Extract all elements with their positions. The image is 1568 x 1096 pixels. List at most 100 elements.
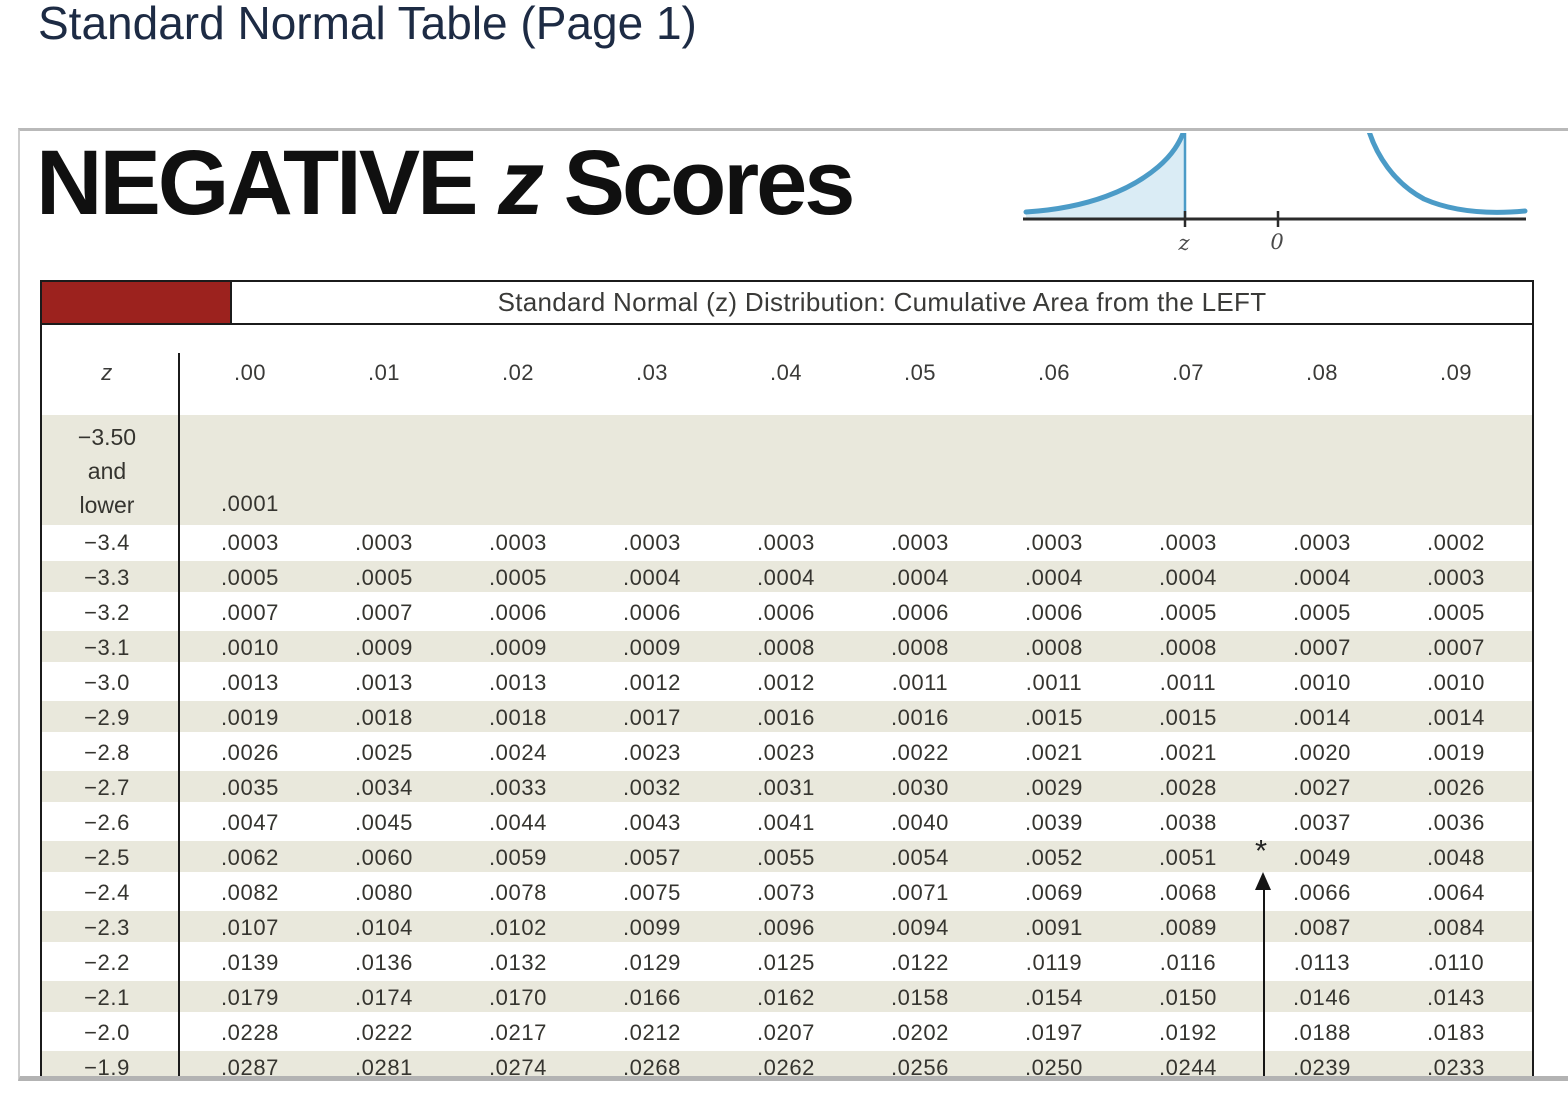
table-cell: .0004 <box>1158 565 1218 590</box>
curve-shaded-area <box>1026 133 1185 219</box>
table-cell: .0004 <box>890 565 950 590</box>
table-cell: .0071 <box>890 880 950 905</box>
table-cell: .0004 <box>1292 565 1352 590</box>
table-cell: .0104 <box>354 915 414 940</box>
table-cell: .0014 <box>1426 705 1486 730</box>
table-row: −2.3 .0107 .0104 .0102 .0099 .0096 .0094 .0091.… <box>20 910 1568 945</box>
z-label: −3.3 <box>84 565 130 590</box>
table-cell: .0099 <box>622 915 682 940</box>
table-cell: .0084 <box>1426 915 1486 940</box>
table-cell: .0202 <box>890 1020 950 1045</box>
table-cell: .0024 <box>488 740 548 765</box>
table-row: −2.4 .0082 .0080 .0078 .0075 .0073 .0071 .0069.… <box>20 875 1568 910</box>
table-row: −3.0 .0013 .0013 .0013 .0012 .0012 .0011 .0011.… <box>20 665 1568 700</box>
table-cell: .0006 <box>622 600 682 625</box>
table-cell: .0122 <box>890 950 950 975</box>
table-cell: .0023 <box>622 740 682 765</box>
row-stripe <box>42 415 1532 525</box>
table-cell: .0022 <box>890 740 950 765</box>
table-cell: .0018 <box>354 705 414 730</box>
curve-left-tail <box>1023 133 1186 215</box>
table-cell: .0119 <box>1025 950 1083 975</box>
table-cell: .0075 <box>622 880 682 905</box>
curve-right-tail <box>1367 133 1528 215</box>
z-label: −3.1 <box>84 635 130 660</box>
table-cell: .0217 <box>488 1020 548 1045</box>
table-cell: .0006 <box>756 600 816 625</box>
heading-text: Scores <box>541 132 856 234</box>
table-cell: .0005 <box>354 565 414 590</box>
table-cell: .0033 <box>488 775 548 800</box>
table-cell: .0004 <box>1024 565 1084 590</box>
table-cell: .0018 <box>488 705 548 730</box>
table-cell: .0012 <box>756 670 816 695</box>
table-cell: .0078 <box>488 880 548 905</box>
table-cell: .0011 <box>891 670 949 695</box>
table-cell: .0021 <box>1024 740 1084 765</box>
z-label: −2.7 <box>84 775 130 800</box>
table-cell: .0262 <box>756 1055 816 1080</box>
table-cell: .0054 <box>890 845 950 870</box>
table-cell: .0012 <box>622 670 682 695</box>
table-cell: .0015 <box>1158 705 1218 730</box>
table-row: −2.1 .0179 .0174 .0170 .0166 .0162 .0158 .0154.… <box>20 980 1568 1015</box>
table-cell: .0281 <box>354 1055 414 1080</box>
column-header-row: z .00 .01 .02 .03 .04 .05 .06 .07 .08 .09 <box>20 355 1568 390</box>
arrow-up-icon <box>1255 872 1271 890</box>
table-cell: .0011 <box>1025 670 1083 695</box>
z-label: −1.9 <box>84 1055 130 1080</box>
row-stripe <box>42 561 1532 592</box>
table-cell: .0192 <box>1158 1020 1218 1045</box>
table-cell: .0037 <box>1292 810 1352 835</box>
table-cell: .0110 <box>1427 950 1485 975</box>
ztable-image: NEGATIVE z Scores z 0 Standard Normal (z… <box>18 128 1568 1081</box>
z-label: −3.2 <box>84 600 130 625</box>
curve-z-label: z <box>1177 231 1190 255</box>
table-cell: .0032 <box>622 775 682 800</box>
table-cell: .0019 <box>220 705 280 730</box>
row-stripe <box>42 701 1532 732</box>
table-cell: .0183 <box>1426 1020 1486 1045</box>
table-cell: .0107 <box>220 915 280 940</box>
table-cell: .0174 <box>354 985 414 1010</box>
table-cell: .0233 <box>1426 1055 1486 1080</box>
curve-zero-label: 0 <box>1270 230 1283 254</box>
table-cell: .0003 <box>1024 530 1084 555</box>
table-title: Standard Normal (z) Distribution: Cumula… <box>497 287 1267 317</box>
table-cell: .0045 <box>354 810 414 835</box>
table-cell: .0125 <box>756 950 816 975</box>
arrow-annotation-line <box>1263 890 1265 1076</box>
table-cell: .0064 <box>1426 880 1486 905</box>
table-cell: .0035 <box>220 775 280 800</box>
table-cell: .0082 <box>220 880 280 905</box>
z-label: −3.0 <box>84 670 130 695</box>
table-cell: .0051 <box>1158 845 1218 870</box>
table-cell: .0287 <box>220 1055 280 1080</box>
table-cell: .0005 <box>220 565 280 590</box>
table-row: −3.3 .0005 .0005 .0005 .0004 .0004 .0004 .0004.… <box>20 560 1568 595</box>
table-cell: .0003 <box>354 530 414 555</box>
table-cell: .0256 <box>890 1055 950 1080</box>
table-cell: .0013 <box>488 670 548 695</box>
z-label: −3.4 <box>84 530 130 555</box>
col-header-.09: .09 <box>1439 360 1473 385</box>
page-title: Standard Normal Table (Page 1) <box>38 0 697 49</box>
z-label: −2.3 <box>84 915 130 940</box>
table-cell: .0009 <box>354 635 414 660</box>
table-cell: .0005 <box>488 565 548 590</box>
table-cell: .0091 <box>1024 915 1084 940</box>
col-header-.05: .05 <box>903 360 937 385</box>
table-cell: .0166 <box>622 985 682 1010</box>
table-cell: .0060 <box>354 845 414 870</box>
normal-curve-graphic: z 0 <box>1023 133 1528 255</box>
table-cell: .0040 <box>890 810 950 835</box>
table-cell: .0015 <box>1024 705 1084 730</box>
table-cell: .0116 <box>1159 950 1217 975</box>
table-cell: .0052 <box>1024 845 1084 870</box>
table-cell: .0014 <box>1292 705 1352 730</box>
table-row: −2.6 .0047 .0045 .0044 .0043 .0041 .0040 .0039.… <box>20 805 1568 840</box>
z-label: −2.9 <box>84 705 130 730</box>
table-cell: .0003 <box>1158 530 1218 555</box>
table-row: −3.1 .0010 .0009 .0009 .0009 .0008 .0008 .0008.… <box>20 630 1568 665</box>
table-cell: .0010 <box>220 635 280 660</box>
